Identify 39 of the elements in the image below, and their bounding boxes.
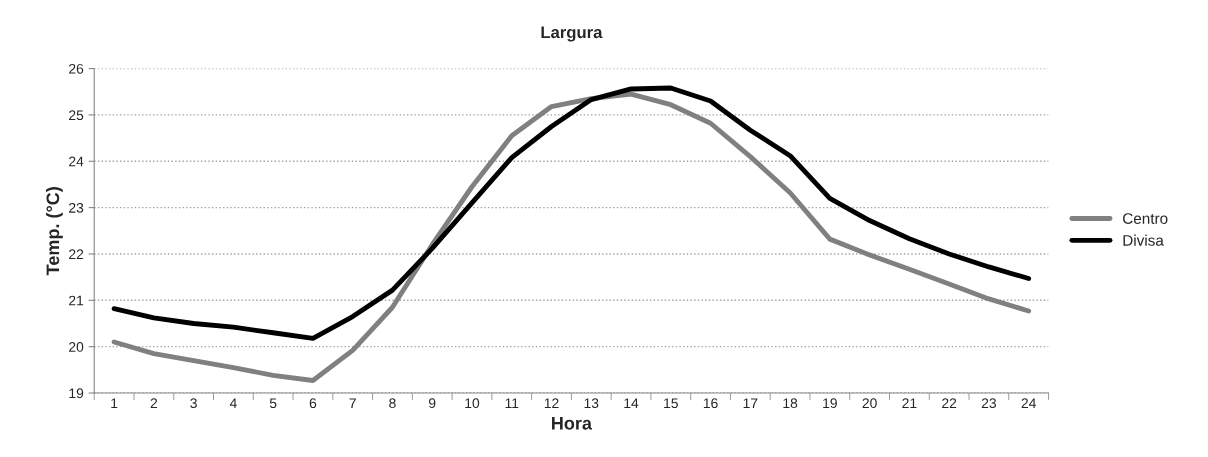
x-tick-label: 19 xyxy=(823,398,837,409)
x-tick-label: 9 xyxy=(429,398,436,409)
y-tick-label: 19 xyxy=(69,388,84,399)
y-axis-title: Temp. (°C) xyxy=(45,187,63,276)
x-tick-label: 4 xyxy=(229,398,237,408)
y-tick-label: 25 xyxy=(69,110,84,121)
x-tick-label: 8 xyxy=(389,398,396,409)
x-tick-label: 17 xyxy=(743,398,758,408)
x-tick-label: 5 xyxy=(269,398,277,409)
x-tick-label: 3 xyxy=(190,398,197,409)
x-tick-label: 24 xyxy=(1021,398,1036,408)
chart-title: Largura xyxy=(541,26,603,42)
line-series xyxy=(111,91,1032,383)
x-tick-label: 18 xyxy=(783,398,798,409)
x-tick-label: 12 xyxy=(544,398,559,408)
x-tick-label: 6 xyxy=(309,398,317,409)
y-tick-label: 20 xyxy=(69,342,84,352)
y-tick-label: 21 xyxy=(69,295,84,306)
x-tick-label: 14 xyxy=(624,398,639,408)
x-tick-label: 7 xyxy=(349,398,356,408)
legend-label: Divisa xyxy=(1123,234,1164,246)
x-tick-label: 23 xyxy=(981,398,997,409)
x-tick-label: 11 xyxy=(505,398,519,408)
x-tick-label: 15 xyxy=(664,398,678,409)
x-tick-label: 20 xyxy=(862,398,877,409)
x-tick-label: 22 xyxy=(942,398,957,408)
x-tick-label: 10 xyxy=(465,398,480,409)
y-tick-label: 26 xyxy=(69,63,84,74)
x-tick-label: 1 xyxy=(111,398,118,408)
line-series xyxy=(111,85,1032,341)
x-tick-label: 2 xyxy=(150,398,158,408)
y-tick-label: 22 xyxy=(69,249,84,259)
legend-label: Centro xyxy=(1123,213,1168,224)
x-tick-label: 13 xyxy=(584,398,599,409)
x-tick-label: 21 xyxy=(902,398,917,408)
x-tick-label: 16 xyxy=(703,398,718,409)
x-axis-title: Hora xyxy=(552,417,593,430)
y-tick-label: 23 xyxy=(69,202,84,213)
y-tick-label: 24 xyxy=(69,156,84,167)
